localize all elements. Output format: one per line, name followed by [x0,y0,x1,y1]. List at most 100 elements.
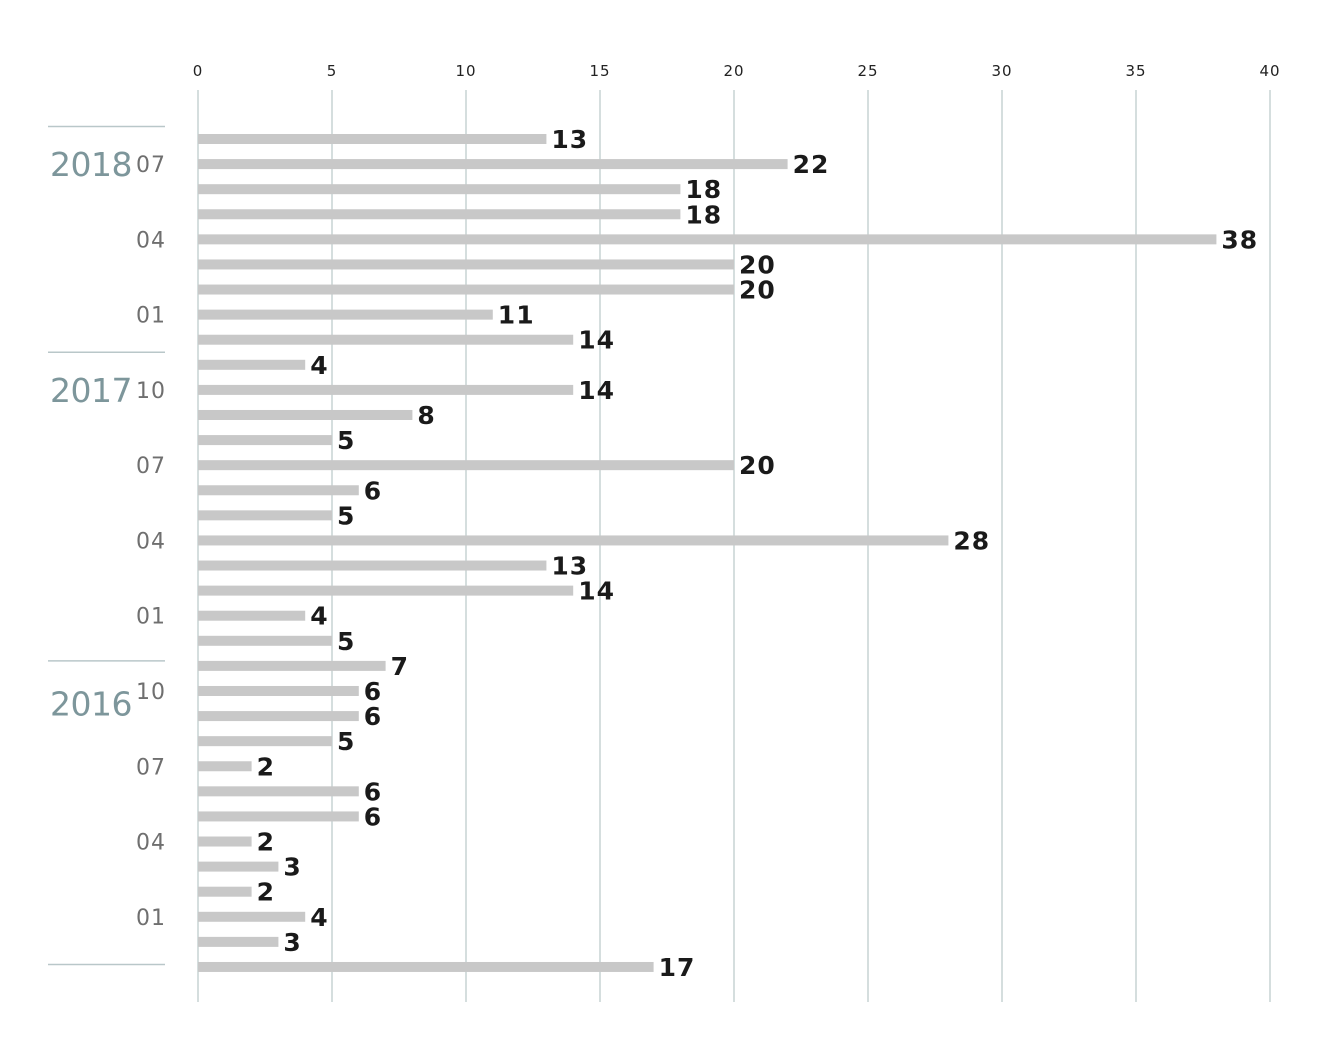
bar [198,334,574,345]
bar-value-label: 14 [578,376,615,405]
month-label: 10 [136,680,166,705]
bar [198,485,359,496]
bar-value-label: 2 [257,828,275,857]
bar [198,761,252,772]
bar [198,711,359,722]
year-label: 2018 [50,145,132,184]
x-tick-label: 20 [723,62,744,80]
bar [198,886,252,897]
bar [198,460,734,471]
bar [198,811,359,822]
bar-value-label: 6 [364,677,382,706]
x-tick-label: 40 [1259,62,1280,80]
bar [198,610,306,621]
year-dividers [48,125,165,966]
bar-value-label: 20 [739,250,776,279]
bar [198,134,547,144]
month-label: 07 [136,153,166,178]
bar-value-label: 7 [391,652,409,681]
bar [198,861,279,872]
x-tick-label: 15 [589,62,610,80]
bar [198,284,734,295]
bar [198,184,681,195]
bar-value-label: 4 [310,903,328,932]
bar-value-label: 28 [953,526,990,555]
bar-value-label: 3 [283,853,301,882]
bar [198,585,574,596]
bar [198,259,734,270]
bar-value-label: 6 [364,702,382,731]
bar-value-label: 2 [257,752,275,781]
bar [198,660,386,671]
bar-value-label: 5 [337,627,355,656]
month-label: 01 [136,605,166,630]
bar-value-label: 6 [364,777,382,806]
bar [198,836,252,847]
bar-value-label: 13 [551,125,588,154]
bar-value-label: 5 [337,426,355,455]
bar [198,309,493,320]
month-label: 10 [136,379,166,404]
bar [198,435,332,446]
bar-value-label: 38 [1221,225,1258,254]
bar [198,936,279,947]
bar-value-label: 2 [257,878,275,907]
bar [198,786,359,797]
month-label: 01 [136,906,166,931]
bar [198,685,359,696]
x-tick-label: 30 [991,62,1012,80]
bar-value-label: 6 [364,802,382,831]
value-labels: 1322181838202011144148520652813144576652… [257,125,1258,982]
bar-value-label: 8 [417,401,435,430]
month-label: 07 [136,755,166,780]
bar [198,159,788,170]
month-label: 04 [136,831,166,856]
bar-value-label: 22 [793,150,830,179]
bar-value-label: 14 [578,577,615,606]
bar-value-label: 4 [310,602,328,631]
bar-value-label: 4 [310,351,328,380]
year-labels: 2018 2017 2016 [50,145,132,723]
month-label: 04 [136,529,166,554]
bar [198,535,949,546]
x-tick-label: 5 [327,62,338,80]
month-label: 04 [136,228,166,253]
bar [198,510,332,521]
bar-value-label: 18 [685,200,722,229]
month-label: 07 [136,454,166,479]
year-label: 2016 [50,685,132,724]
bar [198,961,654,972]
bar [198,384,574,395]
x-tick-label: 10 [455,62,476,80]
bar [198,911,306,922]
bars [198,134,1217,972]
bar-value-label: 6 [364,476,382,505]
bar-value-label: 20 [739,451,776,480]
bar-value-label: 14 [578,326,615,355]
bar [198,409,413,420]
x-axis-ticks: 0 5 10 15 20 25 30 35 40 [193,62,1280,80]
bar [198,560,547,571]
bar-value-label: 11 [498,301,535,330]
bar-value-label: 18 [685,175,722,204]
bar-value-label: 20 [739,276,776,305]
year-label: 2017 [50,371,132,410]
x-tick-label: 25 [857,62,878,80]
bar [198,635,332,646]
bar [198,359,306,370]
bar-value-label: 5 [337,727,355,756]
bar [198,736,332,747]
month-labels: 07 04 01 10 07 04 01 10 07 04 01 [136,153,166,931]
x-tick-label: 0 [193,62,204,80]
bar [198,209,681,220]
bar-value-label: 5 [337,501,355,530]
bar-value-label: 13 [551,552,588,581]
x-tick-label: 35 [1125,62,1146,80]
month-label: 01 [136,304,166,329]
grid-lines [197,90,1271,1002]
bar-value-label: 3 [283,928,301,957]
bar-value-label: 17 [659,953,696,982]
bar [198,234,1217,245]
